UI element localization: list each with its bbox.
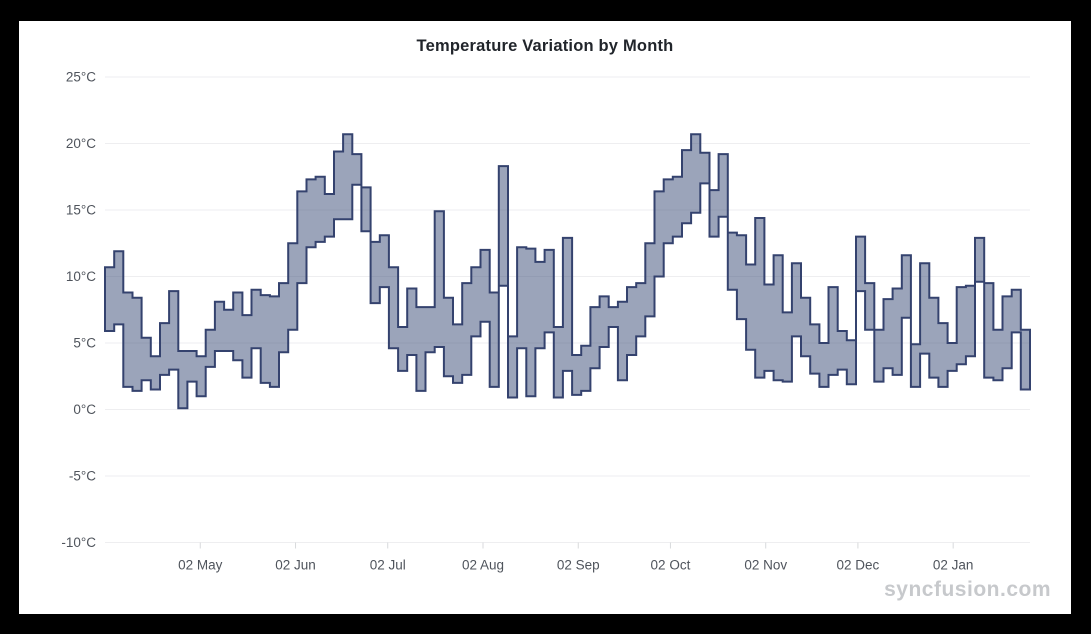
syncfusion-watermark: syncfusion.com (884, 578, 1051, 601)
y-axis-label: 0°C (73, 402, 96, 417)
y-axis-label: 15°C (66, 203, 96, 218)
chart-title: Temperature Variation by Month (416, 37, 674, 55)
y-axis-label: -10°C (61, 535, 96, 550)
y-axis-label: 20°C (66, 136, 96, 151)
x-axis-label: 02 Jun (275, 558, 316, 573)
x-axis-label: 02 Dec (837, 558, 880, 573)
temperature-range-area[interactable] (104, 133, 1031, 410)
y-axis-label: 25°C (66, 70, 96, 85)
x-axis-label: 02 Sep (557, 558, 600, 573)
x-axis-label: 02 Aug (462, 558, 504, 573)
chart-canvas: 25°C 20°C 15°C 10°C 5°C 0°C -5°C -10°C 02 May 02 … (61, 70, 1031, 573)
chart-surface: Temperature Variation by Month 25°C 20°C 1… (19, 21, 1071, 614)
y-axis-label: 5°C (73, 336, 96, 351)
y-axis-label: 10°C (66, 269, 96, 284)
y-axis-label: -5°C (69, 469, 96, 484)
x-axis-label: 02 Oct (651, 558, 691, 573)
x-axis-label: 02 Nov (744, 558, 787, 573)
x-axis-label: 02 May (178, 558, 223, 573)
x-axis-label: 02 Jul (370, 558, 406, 573)
x-axis-label: 02 Jan (933, 558, 974, 573)
